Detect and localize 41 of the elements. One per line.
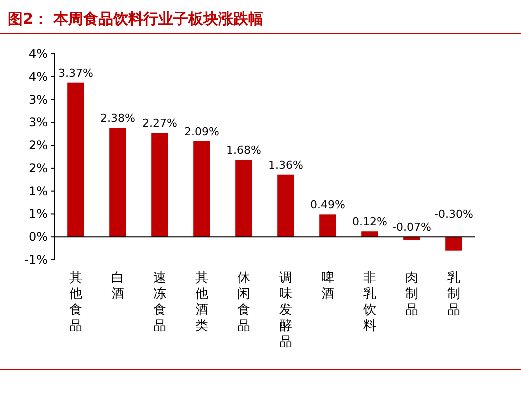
data-label: 3.37% bbox=[58, 66, 94, 80]
bar bbox=[278, 174, 294, 238]
data-label: 1.36% bbox=[268, 158, 304, 172]
y-tick-label: 4% bbox=[28, 47, 48, 61]
chart-title: 图2： 本周食品饮料行业子板块涨跌幅 bbox=[8, 10, 264, 28]
data-label: -0.07% bbox=[392, 221, 432, 234]
data-label: 1.68% bbox=[226, 144, 262, 158]
bar bbox=[404, 237, 420, 240]
bar bbox=[110, 128, 126, 238]
bar bbox=[320, 214, 336, 238]
data-label: 2.27% bbox=[142, 117, 178, 130]
data-label: 0.12% bbox=[352, 216, 388, 229]
x-tick-label: 调味发酵品 bbox=[280, 271, 292, 350]
bar bbox=[446, 237, 462, 251]
bar bbox=[194, 141, 210, 238]
x-tick-label: 非乳饮料 bbox=[362, 271, 376, 334]
x-tick-label: 休闲食品 bbox=[238, 271, 250, 334]
y-tick-label: 1% bbox=[28, 184, 48, 198]
y-tick-label: 1% bbox=[28, 207, 48, 222]
data-label: 2.38% bbox=[100, 112, 136, 126]
x-tick-label: 啤酒 bbox=[322, 271, 334, 302]
bar bbox=[68, 82, 84, 238]
bar bbox=[152, 133, 168, 238]
y-tick-label: 2% bbox=[28, 161, 48, 176]
x-tick-label: 其他食品 bbox=[70, 271, 82, 334]
data-label: 0.49% bbox=[310, 198, 346, 212]
bar bbox=[236, 160, 252, 238]
y-tick-label: 4% bbox=[28, 70, 48, 84]
x-tick-label: 其他酒类 bbox=[196, 271, 208, 334]
y-tick-label: 3% bbox=[28, 116, 48, 130]
x-tick-label: 速冻食品 bbox=[154, 271, 166, 334]
x-tick-label: 肉制品 bbox=[406, 271, 418, 318]
x-tick-label: 白酒 bbox=[112, 271, 124, 302]
y-tick-label: -1% bbox=[24, 253, 48, 267]
bar bbox=[362, 232, 378, 238]
y-tick-label: 3% bbox=[28, 92, 48, 107]
y-tick-label: 0% bbox=[28, 230, 48, 244]
data-label: -0.30% bbox=[434, 208, 474, 222]
data-label: 2.09% bbox=[184, 125, 220, 138]
x-tick-label: 乳制品 bbox=[448, 271, 460, 318]
y-tick-label: 2% bbox=[28, 138, 48, 153]
